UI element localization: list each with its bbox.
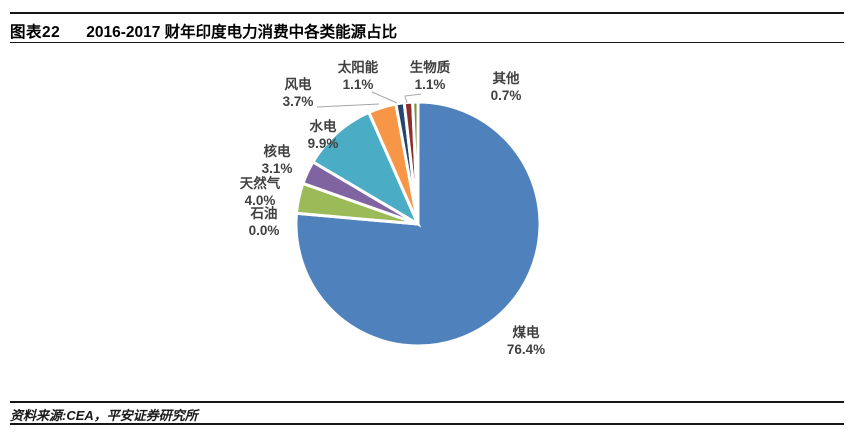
source-bottom-rule <box>10 422 844 425</box>
pie-label-name: 其他 <box>492 71 520 86</box>
figure-title-row: 图表22 2016-2017 财年印度电力消费中各类能源占比 <box>10 20 397 42</box>
pie-label-name: 太阳能 <box>337 60 379 75</box>
pie-label-生物质: 生物质 1.1% <box>410 59 451 93</box>
pie-label-value: 0.7% <box>490 88 522 103</box>
pie-label-name: 天然气 <box>239 176 281 191</box>
pie-label-value: 3.1% <box>261 161 293 176</box>
pie-slice-其他 <box>411 100 420 225</box>
pie-label-value: 4.0% <box>244 193 276 208</box>
source-top-rule <box>10 400 844 403</box>
pie-label-value: 1.1% <box>414 77 446 92</box>
pie-label-其他: 其他 0.7% <box>491 70 522 104</box>
pie-label-value: 9.9% <box>307 136 339 151</box>
leader-line-太阳能 <box>371 91 398 104</box>
pie-label-name: 生物质 <box>409 60 451 75</box>
pie-label-name: 煤电 <box>512 325 540 340</box>
figure-tag: 图表22 <box>10 24 61 41</box>
top-rule <box>10 12 844 15</box>
pie-label-name: 石油 <box>250 206 278 221</box>
pie-label-value: 1.1% <box>342 77 374 92</box>
leader-line-生物质 <box>404 93 422 104</box>
pie-label-核电: 核电 3.1% <box>262 143 293 177</box>
figure-title: 2016-2017 财年印度电力消费中各类能源占比 <box>86 24 398 41</box>
pie-label-name: 风电 <box>284 77 312 92</box>
pie-label-value: 76.4% <box>506 342 546 357</box>
pie-label-name: 水电 <box>309 119 337 134</box>
pie-label-石油: 石油 0.0% <box>249 205 280 239</box>
pie-label-风电: 风电 3.7% <box>283 76 314 110</box>
pie-label-太阳能: 太阳能 1.1% <box>338 59 379 93</box>
title-underline-rule <box>10 41 844 44</box>
leader-line-风电 <box>316 103 380 108</box>
pie-label-value: 3.7% <box>282 94 314 109</box>
pie-label-煤电: 煤电 76.4% <box>507 324 545 358</box>
pie-label-天然气: 天然气 4.0% <box>240 175 281 209</box>
pie-label-水电: 水电 9.9% <box>308 118 339 152</box>
pie-label-value: 0.0% <box>248 223 280 238</box>
source-text: 资料来源:CEA，平安证券研究所 <box>10 408 198 423</box>
pie-label-name: 核电 <box>263 144 291 159</box>
